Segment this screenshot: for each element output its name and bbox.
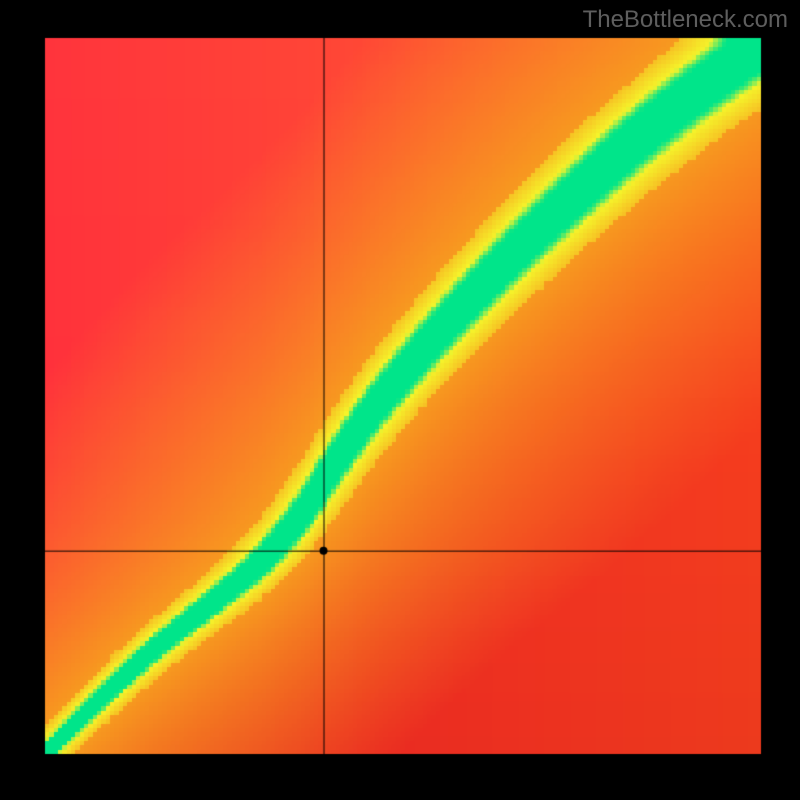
bottleneck-heatmap xyxy=(0,0,800,800)
chart-container: { "watermark": "TheBottleneck.com", "can… xyxy=(0,0,800,800)
watermark-text: TheBottleneck.com xyxy=(583,6,788,34)
